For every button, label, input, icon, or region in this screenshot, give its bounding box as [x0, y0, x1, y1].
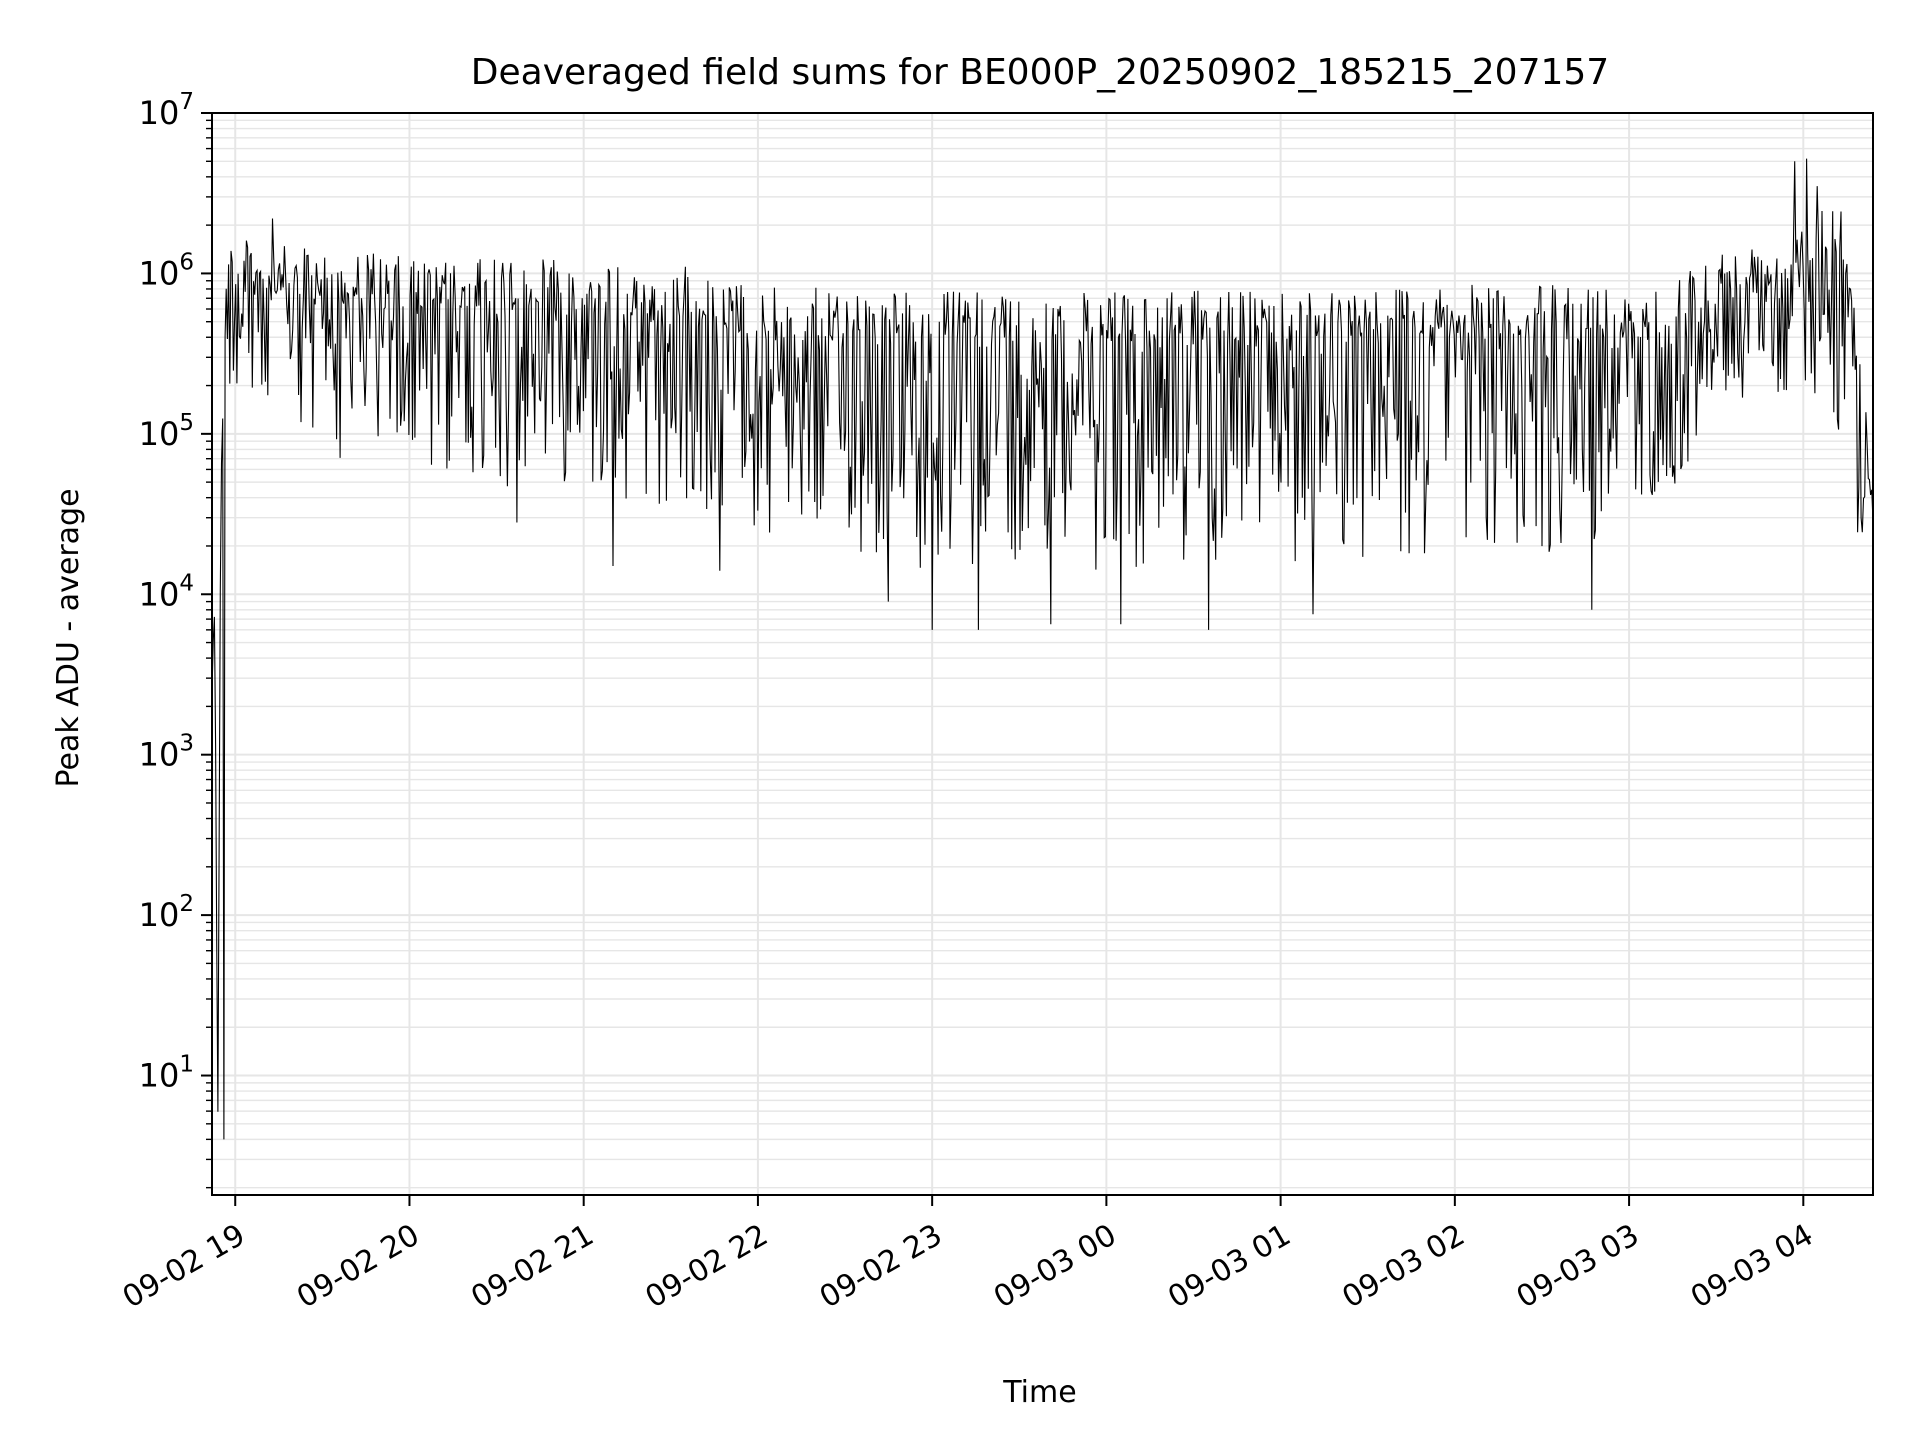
y-axis: 101 102 103 104 105 106 107: [139, 89, 212, 1189]
y-axis-label: Peak ADU - average: [51, 488, 86, 787]
x-axis-label: Time: [1002, 1375, 1076, 1410]
y-tick-label: 107: [139, 89, 194, 132]
plot-frame: [211, 112, 1874, 1196]
y-tick-label: 106: [139, 249, 194, 292]
chart-title: Deaveraged field sums for BE000P_2025090…: [471, 52, 1609, 93]
y-tick-label: 101: [139, 1052, 194, 1095]
y-tick-label: 105: [139, 410, 194, 453]
data-series-line: [211, 158, 1874, 1140]
y-tick-label: 102: [139, 891, 194, 934]
data-series: [211, 158, 1874, 1140]
y-tick-label: 103: [139, 731, 194, 774]
y-tick-label: 104: [139, 570, 194, 613]
